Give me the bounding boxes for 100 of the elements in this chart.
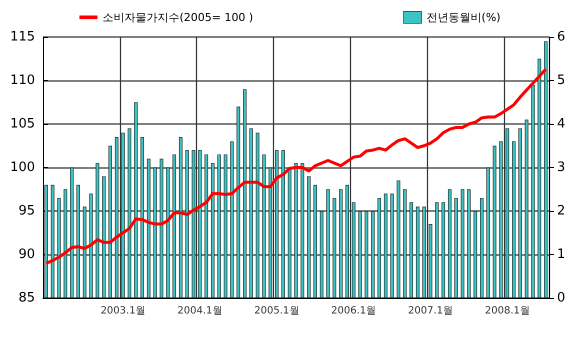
- bar: [262, 154, 266, 298]
- bar: [531, 84, 535, 298]
- x-tick-label: 2004.1월: [177, 306, 222, 316]
- y-tick-label: 95: [18, 204, 35, 218]
- bar: [378, 198, 382, 298]
- bar: [403, 189, 407, 298]
- x-tick-label: 2007.1월: [408, 306, 454, 316]
- bar: [339, 189, 343, 298]
- bar: [332, 198, 336, 298]
- bar: [300, 163, 304, 298]
- bar: [524, 120, 528, 298]
- bar: [178, 137, 182, 298]
- bar: [114, 137, 118, 298]
- bar: [44, 184, 48, 298]
- bar: [454, 198, 458, 298]
- bar: [210, 163, 214, 298]
- y-tick-label: 115: [10, 30, 35, 44]
- line-series: [44, 68, 548, 265]
- bar: [307, 176, 311, 298]
- bar: [410, 202, 414, 298]
- bar: [281, 150, 285, 298]
- bar: [364, 211, 368, 298]
- y2-tick-label: 0: [557, 290, 566, 306]
- legend-label: 전년동월비(%): [426, 10, 501, 24]
- bar: [275, 150, 279, 298]
- x-tick-label: 2008.1월: [484, 306, 530, 316]
- bar: [217, 154, 221, 298]
- bar: [428, 224, 432, 298]
- bar: [422, 206, 426, 298]
- y-tick-label: 85: [18, 290, 35, 306]
- bar: [82, 206, 86, 298]
- bar: [396, 180, 400, 298]
- bar: [390, 194, 394, 298]
- y-tick-label: 100: [10, 160, 35, 175]
- bar: [474, 211, 478, 298]
- bar: [166, 168, 170, 298]
- bar: [146, 158, 150, 298]
- bar: [326, 189, 330, 298]
- bar: [153, 168, 157, 298]
- bar: [102, 176, 106, 298]
- bar: [76, 184, 80, 298]
- bar: [294, 163, 298, 298]
- x-tick-label: 2006.1월: [331, 306, 376, 316]
- y2-tick-label: 1: [557, 247, 566, 262]
- bar: [460, 189, 464, 298]
- bar: [140, 137, 144, 298]
- bar: [249, 128, 253, 298]
- y2-tick-label: 3: [557, 160, 566, 175]
- bar: [544, 41, 548, 298]
- bar: [486, 168, 490, 298]
- bar: [243, 89, 247, 298]
- bar: [268, 168, 272, 298]
- y2-tick-label: 2: [557, 204, 566, 218]
- bar: [518, 128, 522, 298]
- bar: [236, 106, 240, 298]
- y-tick-label: 90: [18, 247, 35, 262]
- bar: [224, 154, 228, 298]
- bar: [371, 211, 375, 298]
- bar: [185, 150, 189, 298]
- bar: [435, 202, 439, 298]
- bar: [416, 206, 420, 298]
- y2-tick-label: 5: [557, 73, 566, 88]
- bar: [345, 184, 349, 298]
- bar: [108, 146, 112, 298]
- x-tick-label: 2005.1월: [254, 306, 300, 316]
- bar: [352, 202, 356, 298]
- bar: [499, 141, 503, 298]
- bar: [506, 128, 510, 298]
- bar: [313, 184, 317, 298]
- bar: [121, 132, 125, 298]
- y2-tick-label: 4: [557, 116, 566, 132]
- bar: [50, 184, 54, 298]
- y2-tick-label: 6: [557, 30, 566, 44]
- y-tick-label: 105: [10, 116, 35, 132]
- bar: [538, 58, 542, 298]
- bar: [512, 141, 516, 298]
- bar: [96, 163, 100, 298]
- bar: [480, 198, 484, 298]
- bar: [70, 168, 74, 298]
- legend-label: 소비자물가지수(2005= 100 ): [102, 10, 254, 24]
- bar: [256, 132, 260, 298]
- bar: [57, 198, 61, 298]
- bar: [384, 194, 388, 298]
- bar: [288, 168, 292, 298]
- bar: [442, 202, 446, 298]
- bar: [192, 150, 196, 298]
- bar: [89, 194, 93, 298]
- bar: [358, 211, 362, 298]
- bar: [492, 146, 496, 298]
- bar: [467, 189, 471, 298]
- x-tick-label: 2003.1월: [100, 306, 146, 316]
- y-tick-label: 110: [10, 73, 35, 88]
- bar: [64, 189, 68, 298]
- bar: [128, 128, 132, 298]
- bar: [320, 211, 324, 298]
- bar: [134, 102, 138, 298]
- bar: [448, 189, 452, 298]
- bar: [230, 141, 234, 298]
- bar: [204, 154, 208, 298]
- bar: [172, 154, 176, 298]
